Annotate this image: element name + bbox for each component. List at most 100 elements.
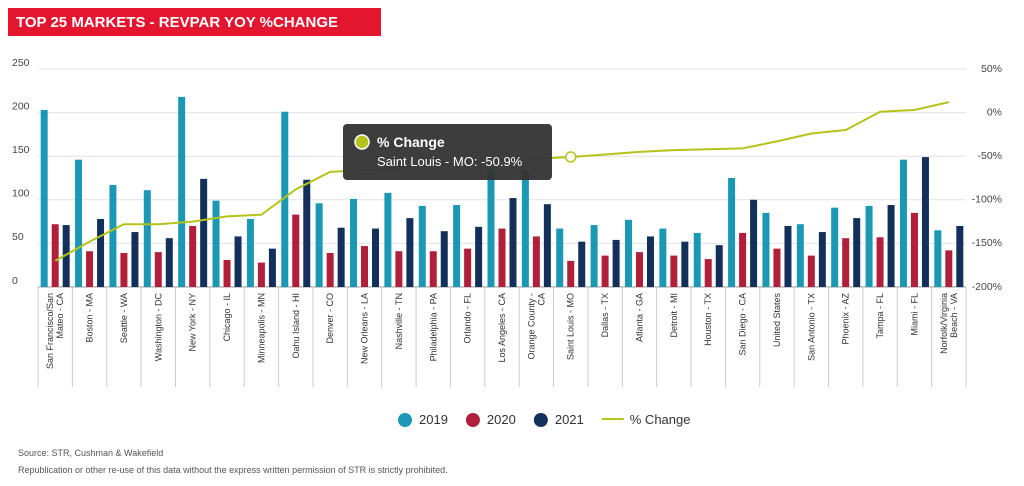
- chart-title: TOP 25 MARKETS - REVPAR YOY %CHANGE: [16, 14, 338, 31]
- tooltip: [343, 124, 552, 180]
- bar: [464, 248, 472, 287]
- bar: [773, 248, 781, 287]
- y2-tick-label: 50%: [981, 63, 1002, 75]
- bar: [200, 178, 208, 287]
- x-tick-label: Dallas - TX: [600, 293, 610, 337]
- bar: [842, 238, 850, 287]
- y2-tick-label: -200%: [972, 281, 1002, 293]
- bar: [429, 251, 437, 287]
- bar: [326, 252, 334, 287]
- bar: [831, 207, 839, 287]
- bar: [315, 203, 323, 287]
- bar: [418, 205, 426, 287]
- bar: [212, 200, 220, 287]
- bar: [865, 205, 873, 287]
- bar: [395, 251, 403, 287]
- y-tick-label: 100: [12, 188, 30, 200]
- x-tick-label: San Antonio - TX: [806, 293, 816, 361]
- bar: [578, 241, 586, 287]
- bar: [739, 232, 747, 287]
- x-tick-label: Oahu Island - HI: [291, 293, 301, 359]
- x-tick-label: San Diego - CA: [738, 293, 748, 356]
- x-tick-label: United States: [772, 293, 782, 348]
- bar: [956, 225, 964, 287]
- bar: [223, 259, 231, 287]
- legend-swatch: [533, 413, 548, 427]
- bar: [601, 255, 609, 287]
- bar: [876, 237, 884, 287]
- bar: [120, 252, 128, 287]
- bar: [646, 236, 654, 287]
- bar: [556, 228, 564, 287]
- x-tick-label: Minneapolis - MN: [256, 293, 266, 363]
- bar: [268, 248, 276, 287]
- bar: [51, 224, 59, 287]
- x-tick-label: Saint Louis - MO: [566, 293, 576, 360]
- bar: [62, 225, 70, 287]
- bar: [453, 205, 461, 287]
- bar: [704, 259, 712, 287]
- x-tick-label: Orlando - FL: [463, 293, 473, 344]
- bar: [40, 109, 48, 287]
- x-tick-label: Orange County -CA: [526, 293, 546, 360]
- bar: [487, 169, 495, 287]
- bar: [475, 226, 483, 287]
- y2-tick-label: -50%: [977, 150, 1002, 162]
- x-tick-label: Phoenix - AZ: [841, 293, 851, 345]
- bar: [762, 212, 770, 287]
- bar: [715, 245, 723, 287]
- x-tick-label: Boston - MA: [85, 293, 95, 343]
- bar: [910, 212, 918, 287]
- x-tick-label: New Orleans - LA: [360, 293, 370, 364]
- bar: [784, 225, 792, 287]
- bar: [498, 228, 506, 287]
- x-tick-label: Atlanta - GA: [634, 293, 644, 342]
- bar: [681, 241, 689, 287]
- bar: [635, 252, 643, 287]
- bar: [818, 232, 826, 287]
- x-tick-label: Denver - CO: [325, 293, 335, 344]
- legend-label: 2020: [487, 412, 516, 427]
- tooltip-text: Saint Louis - MO: -50.9%: [377, 154, 523, 169]
- note: Republication or other re-use of this da…: [18, 465, 448, 475]
- bar: [281, 111, 289, 287]
- bar: [567, 260, 575, 287]
- bar: [807, 255, 815, 287]
- x-tick-label: Seattle - WA: [119, 293, 129, 343]
- bar: [945, 250, 953, 287]
- bar: [624, 219, 632, 287]
- bar: [350, 198, 358, 287]
- y2-tick-label: -150%: [972, 237, 1002, 249]
- bar: [246, 218, 254, 287]
- bar: [97, 218, 105, 287]
- x-tick-label: Norfolk/VirginiaBeach - VA: [939, 293, 959, 354]
- bar: [257, 262, 265, 287]
- bar: [532, 236, 540, 287]
- bar: [337, 227, 345, 287]
- bar: [853, 218, 861, 287]
- bar: [440, 231, 448, 287]
- bar: [143, 190, 151, 287]
- bar: [750, 199, 758, 287]
- bar: [590, 225, 598, 287]
- bar: [154, 252, 162, 287]
- source: Source: STR, Cushman & Wakefield: [18, 448, 163, 458]
- hover-marker: [564, 151, 577, 163]
- bar: [887, 205, 895, 287]
- bar: [934, 230, 942, 287]
- x-tick-label: San Francisco/SanMateo - CA: [45, 293, 65, 369]
- bar: [384, 192, 392, 287]
- bar: [361, 246, 369, 287]
- x-tick-label: Nashville - TN: [394, 293, 404, 349]
- y2-tick-label: -100%: [972, 194, 1002, 206]
- x-tick-label: Miami - FL: [909, 293, 919, 336]
- bar: [521, 170, 529, 287]
- x-tick-label: Tampa - FL: [875, 293, 885, 339]
- tooltip-title: % Change: [377, 134, 445, 150]
- legend-swatch: [465, 413, 480, 427]
- x-tick-label: Los Angeles - CA: [497, 293, 507, 363]
- bar: [234, 236, 242, 287]
- bar: [899, 159, 907, 287]
- bar: [75, 159, 83, 287]
